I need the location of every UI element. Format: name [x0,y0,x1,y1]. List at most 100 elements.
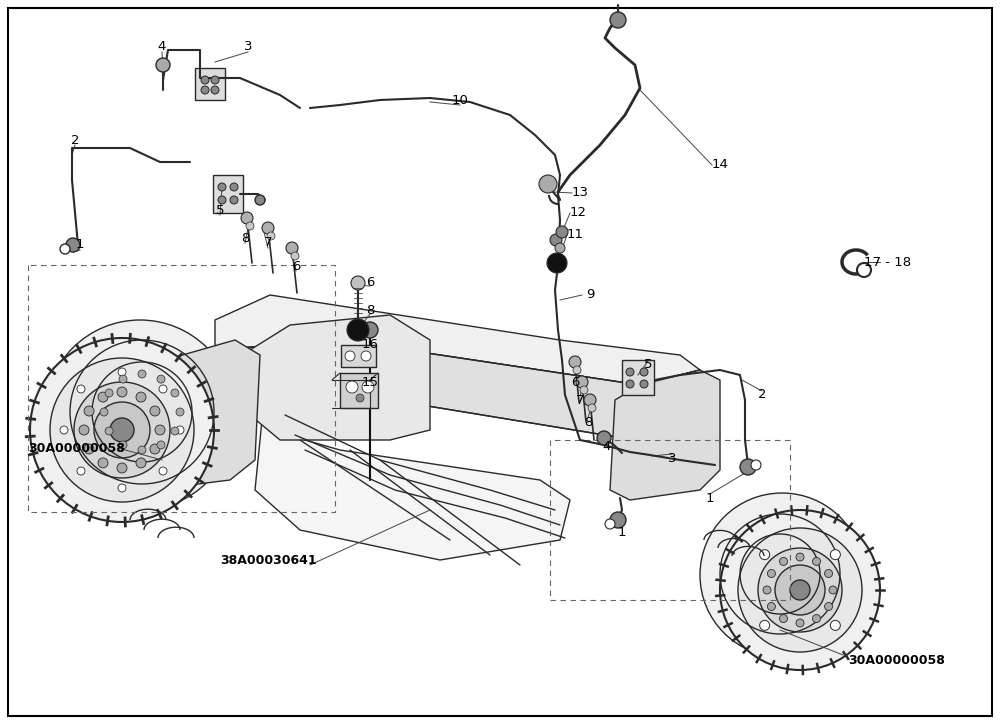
Circle shape [751,460,761,470]
Text: 1: 1 [618,526,626,539]
Circle shape [550,234,562,246]
Text: 12: 12 [570,206,586,219]
Circle shape [580,386,588,394]
Text: 38A00030641: 38A00030641 [220,554,317,566]
Text: 4: 4 [603,440,611,453]
Circle shape [780,557,788,565]
Circle shape [626,368,634,376]
Circle shape [74,382,170,478]
Circle shape [105,427,113,435]
Circle shape [738,528,862,652]
Circle shape [150,444,160,454]
Circle shape [584,394,596,406]
Circle shape [812,615,820,623]
Bar [195,68,225,100]
Circle shape [626,380,634,388]
Text: 2: 2 [71,133,79,146]
Text: 6: 6 [366,276,374,288]
Circle shape [830,550,840,560]
Circle shape [100,408,108,416]
Circle shape [760,620,770,631]
Circle shape [775,565,825,615]
Text: 15: 15 [362,376,378,390]
Circle shape [66,238,80,252]
Circle shape [796,619,804,627]
Text: 11: 11 [566,229,584,242]
Circle shape [117,387,127,397]
Circle shape [262,222,274,234]
Circle shape [347,319,369,341]
Circle shape [211,76,219,84]
Circle shape [171,427,179,435]
Polygon shape [215,295,700,385]
Text: 4: 4 [158,41,166,54]
Circle shape [60,426,68,434]
Circle shape [30,338,214,522]
Circle shape [286,242,298,254]
Circle shape [610,512,626,528]
Circle shape [218,196,226,204]
Text: 16: 16 [362,339,378,351]
Text: 7: 7 [264,237,272,250]
Text: 8: 8 [584,416,592,429]
Circle shape [79,425,89,435]
Polygon shape [130,340,260,490]
Circle shape [767,602,775,610]
Circle shape [605,519,615,529]
Text: 3: 3 [244,41,252,54]
Bar [340,373,378,408]
Circle shape [77,467,85,475]
Text: 2: 2 [758,389,766,402]
Circle shape [94,402,150,458]
Text: 6: 6 [571,376,579,389]
Circle shape [576,376,588,388]
Circle shape [640,380,648,388]
Circle shape [117,463,127,473]
Circle shape [230,183,238,191]
Circle shape [345,351,355,361]
Text: 9: 9 [586,288,594,301]
Circle shape [136,458,146,468]
Circle shape [812,557,820,565]
Circle shape [829,586,837,594]
Polygon shape [250,315,430,440]
Circle shape [218,183,226,191]
Bar [622,360,654,395]
Circle shape [291,252,299,260]
Text: 30A00000058: 30A00000058 [28,442,125,455]
Circle shape [159,385,167,393]
Circle shape [830,620,840,631]
Circle shape [230,196,238,204]
Circle shape [105,389,113,397]
Text: 17 - 18: 17 - 18 [864,256,912,269]
Circle shape [98,458,108,468]
Circle shape [136,392,146,402]
Circle shape [700,493,864,657]
Text: 6: 6 [292,259,300,272]
Circle shape [555,243,565,253]
Circle shape [790,580,810,600]
Circle shape [740,459,756,475]
Circle shape [356,394,364,402]
Circle shape [60,244,70,254]
Circle shape [201,76,209,84]
Circle shape [825,570,833,578]
Circle shape [760,550,770,560]
Circle shape [138,446,146,454]
Text: 13: 13 [572,187,588,200]
Circle shape [267,232,275,240]
Circle shape [138,370,146,378]
Circle shape [157,441,165,449]
Text: 10: 10 [452,93,468,106]
Circle shape [176,426,184,434]
Circle shape [569,356,581,368]
Polygon shape [610,370,720,500]
Circle shape [98,392,108,402]
Circle shape [547,253,567,273]
Circle shape [362,381,374,393]
Circle shape [201,86,209,94]
Circle shape [361,351,371,361]
Circle shape [84,406,94,416]
Circle shape [573,366,581,374]
Text: 8: 8 [366,303,374,316]
